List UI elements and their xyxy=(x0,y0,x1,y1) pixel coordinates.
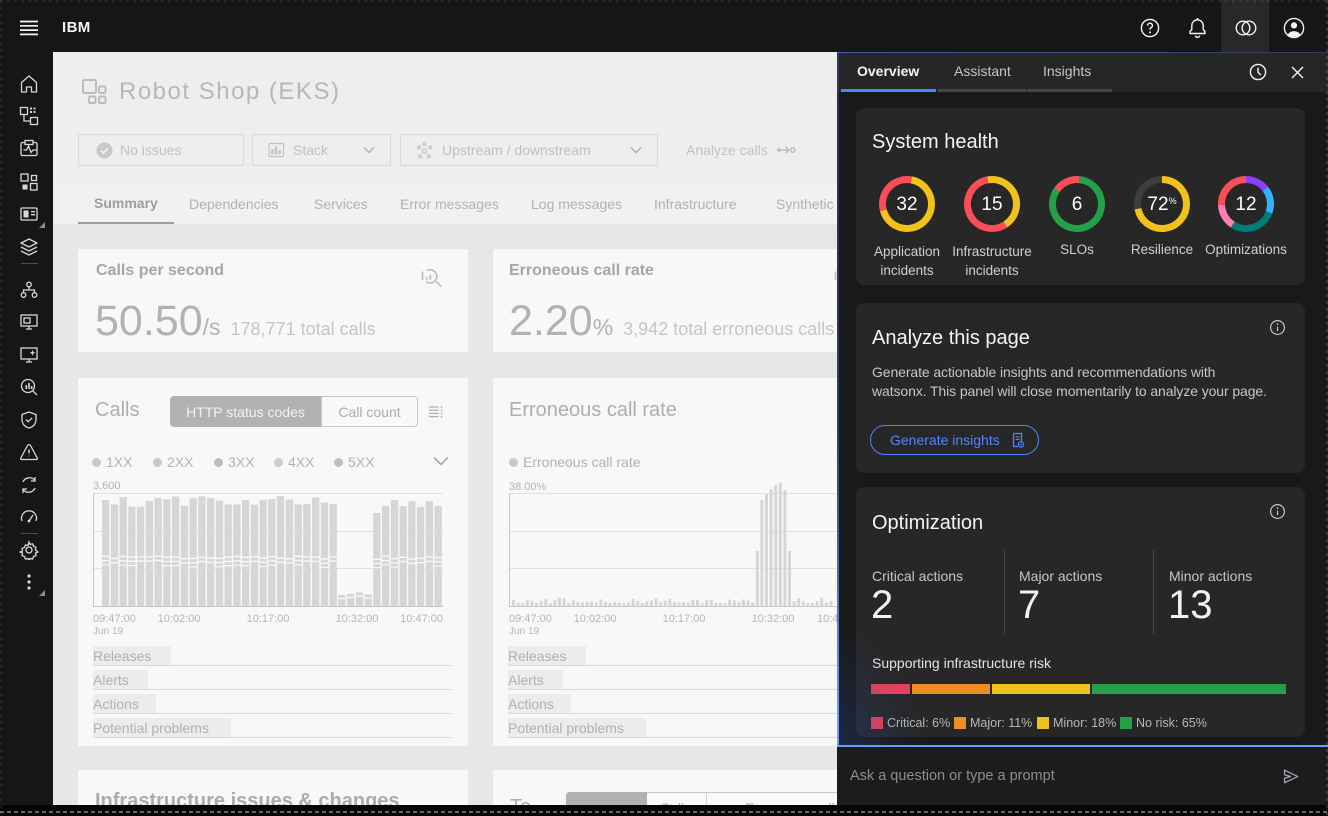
svg-text:10:4: 10:4 xyxy=(817,613,837,625)
svg-text:32: 32 xyxy=(896,194,917,215)
svg-text:10:32:00: 10:32:00 xyxy=(752,613,795,625)
svg-text:10:17:00: 10:17:00 xyxy=(663,613,706,625)
svg-text:10:02:00: 10:02:00 xyxy=(574,613,617,625)
svg-text:10:32:00: 10:32:00 xyxy=(336,613,379,625)
svg-text:12: 12 xyxy=(1235,194,1256,215)
svg-text:10:02:00: 10:02:00 xyxy=(158,613,201,625)
svg-text:38.00%: 38.00% xyxy=(509,481,547,493)
svg-text:Jun 19: Jun 19 xyxy=(93,626,123,637)
svg-text:15: 15 xyxy=(981,194,1002,215)
svg-text:3,600: 3,600 xyxy=(93,480,121,492)
svg-text:09:47:00: 09:47:00 xyxy=(509,613,552,625)
svg-text:Jun 19: Jun 19 xyxy=(509,626,539,637)
svg-text:10:47:00: 10:47:00 xyxy=(400,613,443,625)
svg-text:72%: 72% xyxy=(1147,194,1176,215)
svg-text:09:47:00: 09:47:00 xyxy=(93,613,136,625)
svg-text:6: 6 xyxy=(1072,194,1083,215)
svg-text:10:17:00: 10:17:00 xyxy=(247,613,290,625)
